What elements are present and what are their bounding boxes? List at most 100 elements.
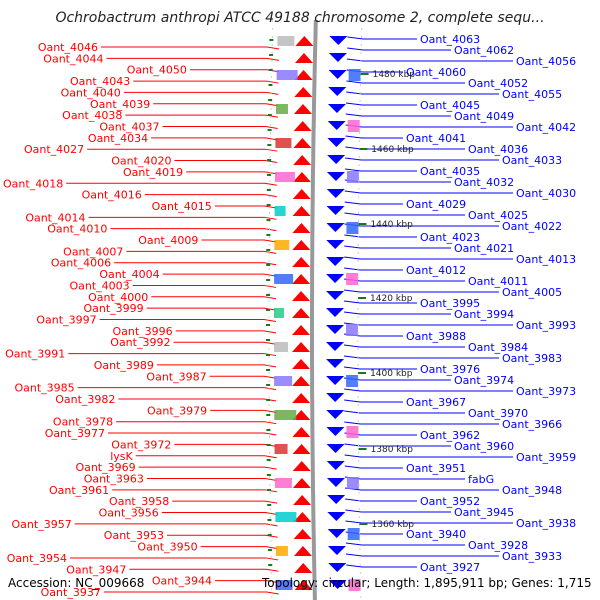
gene-label-left[interactable]: Oant_4027 xyxy=(24,143,84,156)
gene-label-right[interactable]: Oant_4056 xyxy=(516,55,576,68)
gene-label-right[interactable]: Oant_3993 xyxy=(516,319,576,332)
gene-label-right[interactable]: Oant_3927 xyxy=(420,561,480,574)
gene-label-right[interactable]: Oant_3948 xyxy=(502,484,562,497)
gene-label-left[interactable]: Oant_4039 xyxy=(90,98,150,111)
gene-label-left[interactable]: Oant_3991 xyxy=(5,348,65,361)
gene-label-right[interactable]: Oant_3967 xyxy=(406,396,466,409)
gene-label-right[interactable]: Oant_3928 xyxy=(468,539,528,552)
gene-label-right[interactable]: Oant_4012 xyxy=(406,264,466,277)
gene-label-left[interactable]: Oant_3958 xyxy=(109,495,169,508)
gene-label-left[interactable]: Oant_3989 xyxy=(94,359,154,372)
gene-label-right[interactable]: Oant_4041 xyxy=(406,132,466,145)
gene-label-right[interactable]: Oant_3984 xyxy=(468,341,528,354)
gene-label-right[interactable]: Oant_4013 xyxy=(516,253,576,266)
gene-label-left[interactable]: Oant_4004 xyxy=(99,268,159,281)
gene-label-left[interactable]: Oant_3977 xyxy=(45,427,105,440)
gene-label-right[interactable]: fabG xyxy=(468,473,494,486)
gene-label-left[interactable]: Oant_3999 xyxy=(84,302,144,315)
gene-label-left[interactable]: Oant_3937 xyxy=(41,586,101,599)
gene-label-right[interactable]: Oant_4049 xyxy=(454,110,514,123)
gene-label-left[interactable]: Oant_3956 xyxy=(99,507,159,520)
gene-label-left[interactable]: Oant_3979 xyxy=(147,404,207,417)
gene-label-left[interactable]: Oant_4040 xyxy=(61,86,121,99)
gene-label-left[interactable]: Oant_4009 xyxy=(138,234,198,247)
gene-label-left[interactable]: Oant_4050 xyxy=(127,64,187,77)
gene-label-right[interactable]: Oant_4021 xyxy=(454,242,514,255)
gene-label-left[interactable]: Oant_3963 xyxy=(84,472,144,485)
gene-label-right[interactable]: Oant_4022 xyxy=(502,220,562,233)
gene-label-right[interactable]: Oant_4042 xyxy=(516,121,576,134)
gene-label-left[interactable]: Oant_4034 xyxy=(88,132,148,145)
gene-label-left[interactable]: Oant_4046 xyxy=(38,41,98,54)
gene-label-left[interactable]: Oant_3978 xyxy=(53,416,113,429)
gene-label-left[interactable]: Oant_3985 xyxy=(14,382,74,395)
gene-label-right[interactable]: Oant_4035 xyxy=(420,165,480,178)
gene-label-right[interactable]: Oant_4060 xyxy=(406,66,466,79)
gene-label-right[interactable]: Oant_4033 xyxy=(502,154,562,167)
gene-label-right[interactable]: Oant_4030 xyxy=(516,187,576,200)
gene-label-right[interactable]: Oant_3966 xyxy=(502,418,562,431)
gene-label-left[interactable]: Oant_3953 xyxy=(104,529,164,542)
gene-label-left[interactable]: Oant_4000 xyxy=(88,291,148,304)
gene-label-right[interactable]: Oant_4029 xyxy=(406,198,466,211)
gene-label-left[interactable]: Oant_3954 xyxy=(7,552,67,565)
gene-label-right[interactable]: Oant_3962 xyxy=(420,429,480,442)
gene-label-right[interactable]: Oant_4062 xyxy=(454,44,514,57)
gene-label-left[interactable]: Oant_3947 xyxy=(66,563,126,576)
gene-label-right[interactable]: Oant_4023 xyxy=(420,231,480,244)
gene-label-right[interactable]: Oant_3938 xyxy=(516,517,576,530)
gene-label-right[interactable]: Oant_4052 xyxy=(468,77,528,90)
gene-label-left[interactable]: Oant_3982 xyxy=(55,393,115,406)
gene-label-right[interactable]: Oant_3988 xyxy=(406,330,466,343)
gene-label-left[interactable]: Oant_4020 xyxy=(111,155,171,168)
gene-label-right[interactable]: Oant_3959 xyxy=(516,451,576,464)
gene-label-left[interactable]: lysK xyxy=(110,450,133,463)
right-strand-labels[interactable]: Oant_4063Oant_4062Oant_4056Oant_4060Oant… xyxy=(406,33,576,574)
gene-label-left[interactable]: Oant_4037 xyxy=(99,120,159,133)
gene-label-left[interactable]: Oant_3969 xyxy=(75,461,135,474)
gene-label-left[interactable]: Oant_3997 xyxy=(36,314,96,327)
gene-label-left[interactable]: Oant_3987 xyxy=(146,370,206,383)
gene-label-right[interactable]: Oant_3960 xyxy=(454,440,514,453)
gene-label-right[interactable]: Oant_3970 xyxy=(468,407,528,420)
gene-label-left[interactable]: Oant_3950 xyxy=(137,541,197,554)
gene-label-left[interactable]: Oant_4038 xyxy=(62,109,122,122)
gene-label-left[interactable]: Oant_4003 xyxy=(69,279,129,292)
gene-label-right[interactable]: Oant_4005 xyxy=(502,286,562,299)
left-strand-labels[interactable]: Oant_4046Oant_4044Oant_4050Oant_4043Oant… xyxy=(3,41,212,599)
gene-label-right[interactable]: Oant_3974 xyxy=(454,374,514,387)
gene-label-right[interactable]: Oant_4045 xyxy=(420,99,480,112)
gene-label-right[interactable]: Oant_3976 xyxy=(420,363,480,376)
gene-label-left[interactable]: Oant_4010 xyxy=(47,223,107,236)
gene-label-right[interactable]: Oant_4063 xyxy=(420,33,480,46)
gene-label-right[interactable]: Oant_3994 xyxy=(454,308,514,321)
gene-label-left[interactable]: Oant_4043 xyxy=(70,75,130,88)
gene-label-left[interactable]: Oant_3996 xyxy=(112,325,172,338)
gene-label-left[interactable]: Oant_3961 xyxy=(49,484,109,497)
gene-label-left[interactable]: Oant_3957 xyxy=(12,518,72,531)
gene-label-right[interactable]: Oant_3952 xyxy=(420,495,480,508)
gene-label-left[interactable]: Oant_4019 xyxy=(123,166,183,179)
gene-label-left[interactable]: Oant_4007 xyxy=(63,245,123,258)
gene-label-left[interactable]: Oant_4044 xyxy=(43,52,103,65)
gene-label-right[interactable]: Oant_3933 xyxy=(502,550,562,563)
gene-label-left[interactable]: Oant_4016 xyxy=(82,189,142,202)
gene-label-right[interactable]: Oant_3940 xyxy=(406,528,466,541)
gene-label-right[interactable]: Oant_3973 xyxy=(516,385,576,398)
gene-label-right[interactable]: Oant_3945 xyxy=(454,506,514,519)
gene-label-left[interactable]: Oant_3992 xyxy=(110,336,170,349)
gene-label-right[interactable]: Oant_4032 xyxy=(454,176,514,189)
gene-label-left[interactable]: Oant_3972 xyxy=(111,438,171,451)
gene-label-right[interactable]: Oant_4011 xyxy=(468,275,528,288)
gene-label-right[interactable]: Oant_3983 xyxy=(502,352,562,365)
gene-label-right[interactable]: Oant_4036 xyxy=(468,143,528,156)
gene-label-right[interactable]: Oant_3995 xyxy=(420,297,480,310)
gene-label-left[interactable]: Oant_4006 xyxy=(51,257,111,270)
gene-label-right[interactable]: Oant_4055 xyxy=(502,88,562,101)
gene-label-left[interactable]: Oant_3944 xyxy=(152,575,212,588)
gene-label-right[interactable]: Oant_3951 xyxy=(406,462,466,475)
gene-label-right[interactable]: Oant_4025 xyxy=(468,209,528,222)
gene-label-left[interactable]: Oant_4018 xyxy=(3,177,63,190)
gene-label-left[interactable]: Oant_4014 xyxy=(25,211,85,224)
gene-label-left[interactable]: Oant_4015 xyxy=(152,200,212,213)
